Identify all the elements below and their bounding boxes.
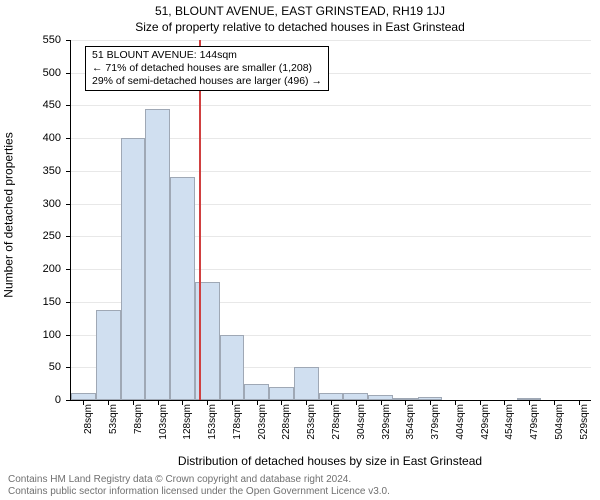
histogram-bar xyxy=(220,335,245,400)
annotation-line: 51 BLOUNT AVENUE: 144sqm xyxy=(92,49,322,62)
y-tick-label: 0 xyxy=(55,394,61,406)
x-tick-label: 253sqm xyxy=(306,404,317,440)
y-axis-label: Number of detached properties xyxy=(2,0,16,430)
x-tick-label: 278sqm xyxy=(331,404,342,440)
footer-line: Contains HM Land Registry data © Crown c… xyxy=(8,474,592,486)
y-tick xyxy=(66,367,71,368)
y-tick xyxy=(66,204,71,205)
y-tick-label: 500 xyxy=(43,67,61,79)
x-tick-label: 128sqm xyxy=(182,404,193,440)
x-axis-label: Distribution of detached houses by size … xyxy=(70,454,590,468)
footer-attribution: Contains HM Land Registry data © Crown c… xyxy=(8,474,592,498)
x-tick-label: 28sqm xyxy=(83,404,94,434)
annotation-line: ← 71% of detached houses are smaller (1,… xyxy=(92,62,322,75)
histogram-bar xyxy=(294,367,319,400)
y-tick xyxy=(66,400,71,401)
y-tick-label: 300 xyxy=(43,198,61,210)
y-tick-label: 550 xyxy=(43,34,61,46)
y-tick-label: 400 xyxy=(43,132,61,144)
annotation-box: 51 BLOUNT AVENUE: 144sqm ← 71% of detach… xyxy=(85,46,329,91)
plot-area: 05010015020025030035040045050055028sqm53… xyxy=(70,40,591,401)
histogram-bar xyxy=(96,310,121,400)
histogram-bar xyxy=(145,109,170,400)
x-tick-label: 429sqm xyxy=(480,404,491,440)
y-tick xyxy=(66,236,71,237)
x-tick-label: 78sqm xyxy=(133,404,144,434)
y-tick-label: 350 xyxy=(43,165,61,177)
x-tick-label: 329sqm xyxy=(381,404,392,440)
x-tick-label: 203sqm xyxy=(257,404,268,440)
y-tick xyxy=(66,105,71,106)
annotation-line: 29% of semi-detached houses are larger (… xyxy=(92,75,322,88)
y-tick xyxy=(66,73,71,74)
x-tick-label: 153sqm xyxy=(207,404,218,440)
gridline xyxy=(71,105,591,106)
y-tick-label: 50 xyxy=(49,361,61,373)
y-tick-label: 150 xyxy=(43,296,61,308)
marker-line xyxy=(199,40,201,400)
y-tick-label: 100 xyxy=(43,329,61,341)
histogram-bar xyxy=(269,387,294,400)
x-tick-label: 103sqm xyxy=(158,404,169,440)
histogram-bar xyxy=(244,384,269,400)
x-tick-label: 479sqm xyxy=(529,404,540,440)
chart-title: 51, BLOUNT AVENUE, EAST GRINSTEAD, RH19 … xyxy=(0,4,600,18)
y-tick xyxy=(66,138,71,139)
x-tick-label: 354sqm xyxy=(405,404,416,440)
gridline xyxy=(71,40,591,41)
chart-container: 51, BLOUNT AVENUE, EAST GRINSTEAD, RH19 … xyxy=(0,0,600,500)
histogram-bar xyxy=(121,138,146,400)
x-tick-label: 379sqm xyxy=(430,404,441,440)
x-tick-label: 304sqm xyxy=(356,404,367,440)
histogram-bar xyxy=(170,177,195,400)
y-tick xyxy=(66,171,71,172)
y-tick xyxy=(66,269,71,270)
y-tick-label: 200 xyxy=(43,263,61,275)
footer-line: Contains public sector information licen… xyxy=(8,486,592,498)
y-tick xyxy=(66,40,71,41)
x-tick-label: 404sqm xyxy=(455,404,466,440)
x-tick-label: 454sqm xyxy=(504,404,515,440)
x-tick-label: 529sqm xyxy=(579,404,590,440)
x-tick-label: 504sqm xyxy=(554,404,565,440)
y-tick xyxy=(66,302,71,303)
x-tick-label: 228sqm xyxy=(281,404,292,440)
y-tick xyxy=(66,335,71,336)
chart-subtitle: Size of property relative to detached ho… xyxy=(0,20,600,34)
y-tick-label: 450 xyxy=(43,99,61,111)
x-tick-label: 178sqm xyxy=(232,404,243,440)
y-tick-label: 250 xyxy=(43,230,61,242)
x-tick-label: 53sqm xyxy=(108,404,119,434)
